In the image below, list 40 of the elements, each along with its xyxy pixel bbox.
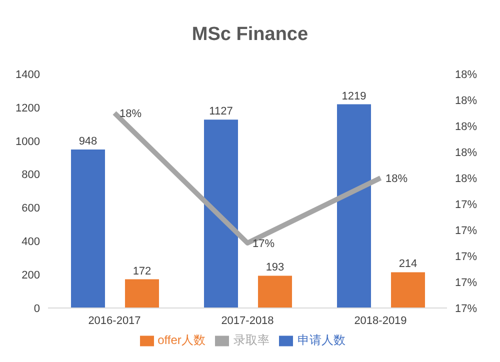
legend-label: offer人数 <box>158 333 206 347</box>
legend-label: 申请人数 <box>297 333 346 347</box>
bar <box>337 104 371 308</box>
y2-tick-label: 17% <box>455 198 478 211</box>
data-label: 1127 <box>209 106 233 118</box>
data-label: 18% <box>120 108 142 120</box>
y-tick-label: 200 <box>22 269 40 282</box>
bar <box>71 150 105 308</box>
chart-title: MSc Finance <box>190 23 310 47</box>
y-tick-label: 1400 <box>16 68 40 81</box>
data-label: 948 <box>78 136 98 148</box>
y-tick-label: 400 <box>22 236 40 248</box>
data-label: 214 <box>398 258 418 270</box>
y2-tick-label: 18% <box>455 68 478 81</box>
x-tick-label: 2018-2019 <box>354 314 407 327</box>
x-tick-label: 2016-2017 <box>88 314 141 327</box>
y2-tick-label: 18% <box>455 172 478 185</box>
bar <box>258 276 292 308</box>
bar <box>204 120 238 308</box>
y2-tick-label: 18% <box>455 120 478 133</box>
y2-tick-label: 18% <box>455 146 478 159</box>
bar <box>391 272 425 308</box>
y2-tick-label: 17% <box>455 302 478 315</box>
x-tick-label: 2017-2018 <box>221 314 274 327</box>
y2-tick-label: 17% <box>455 276 478 289</box>
data-label: 18% <box>386 172 408 185</box>
y2-tick-label: 17% <box>455 250 478 263</box>
data-label: 193 <box>266 262 284 274</box>
y-tick-label: 800 <box>22 169 40 182</box>
y-tick-label: 600 <box>22 202 40 215</box>
y-tick-label: 1000 <box>16 136 40 148</box>
legend-label: 录取率 <box>233 333 270 347</box>
data-label: 17% <box>252 238 275 250</box>
y2-tick-label: 18% <box>455 94 478 107</box>
bar <box>125 279 159 308</box>
y2-tick-label: 17% <box>455 224 478 237</box>
y-tick-label: 0 <box>34 302 40 315</box>
y-tick-label: 1200 <box>16 102 40 114</box>
data-label: 1219 <box>342 90 366 102</box>
data-label: 172 <box>132 265 152 278</box>
